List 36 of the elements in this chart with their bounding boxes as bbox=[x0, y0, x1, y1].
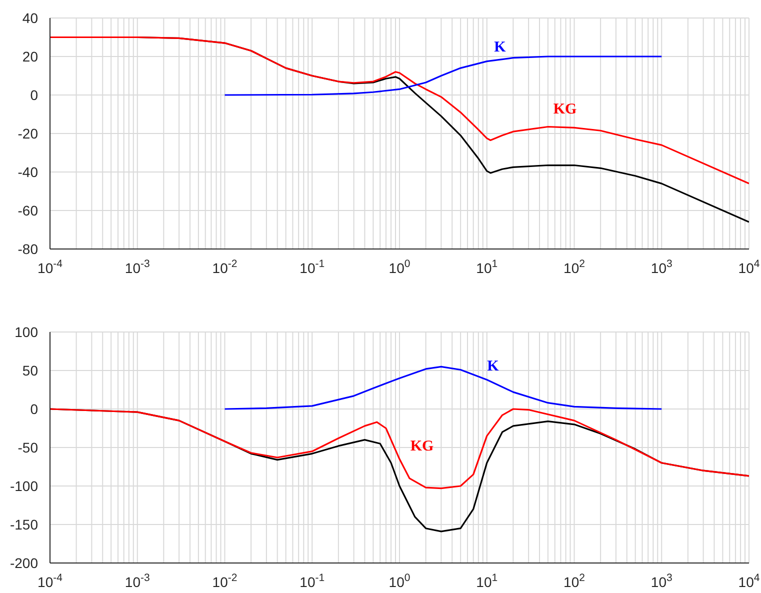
x-tick-label: 10$^{1}$ bbox=[476, 572, 498, 590]
x-tick-label: 10$^{-3}$ bbox=[124, 572, 150, 590]
series-label: KG bbox=[553, 102, 577, 118]
series-label: K bbox=[494, 40, 506, 56]
x-tick-label: 10$^{4}$ bbox=[738, 258, 760, 276]
y-tick-label: -80 bbox=[18, 241, 38, 257]
x-tick-label: 10$^{-4}$ bbox=[38, 258, 63, 276]
series-label: K bbox=[487, 358, 499, 376]
x-tick-label: 10$^{0}$ bbox=[388, 258, 410, 276]
x-tick-label: 10$^{3}$ bbox=[650, 258, 672, 276]
y-tick-label: -150 bbox=[10, 516, 38, 532]
x-tick-label: 10$^{0}$ bbox=[388, 572, 410, 590]
x-tick-label: 10$^{1}$ bbox=[476, 258, 498, 276]
series-label: KG bbox=[410, 438, 434, 456]
y-tick-label: -100 bbox=[10, 478, 38, 494]
y-tick-label: -200 bbox=[10, 555, 38, 571]
y-tick-label: -50 bbox=[18, 440, 38, 456]
x-tick-label: 10$^{-3}$ bbox=[124, 258, 150, 276]
y-tick-label: -20 bbox=[18, 126, 38, 142]
y-tick-label: 0 bbox=[30, 401, 38, 417]
y-tick-label: 20 bbox=[22, 48, 38, 64]
y-tick-label: -60 bbox=[18, 202, 38, 218]
x-tick-label: 10$^{2}$ bbox=[564, 258, 586, 276]
x-tick-label: 10$^{-1}$ bbox=[300, 258, 325, 276]
x-tick-label: 10$^{3}$ bbox=[650, 572, 672, 590]
y-tick-label: 40 bbox=[22, 10, 38, 26]
x-tick-label: 10$^{-1}$ bbox=[300, 572, 325, 590]
x-tick-label: 10$^{-4}$ bbox=[38, 572, 63, 590]
x-tick-label: 10$^{-2}$ bbox=[212, 572, 238, 590]
x-tick-label: 10$^{4}$ bbox=[738, 572, 760, 590]
y-tick-label: -40 bbox=[18, 164, 38, 180]
x-tick-label: 10$^{2}$ bbox=[564, 572, 586, 590]
y-tick-label: 100 bbox=[14, 324, 38, 340]
x-tick-label: 10$^{-2}$ bbox=[212, 258, 238, 276]
y-tick-label: 50 bbox=[22, 362, 38, 378]
y-tick-label: 0 bbox=[30, 87, 38, 103]
